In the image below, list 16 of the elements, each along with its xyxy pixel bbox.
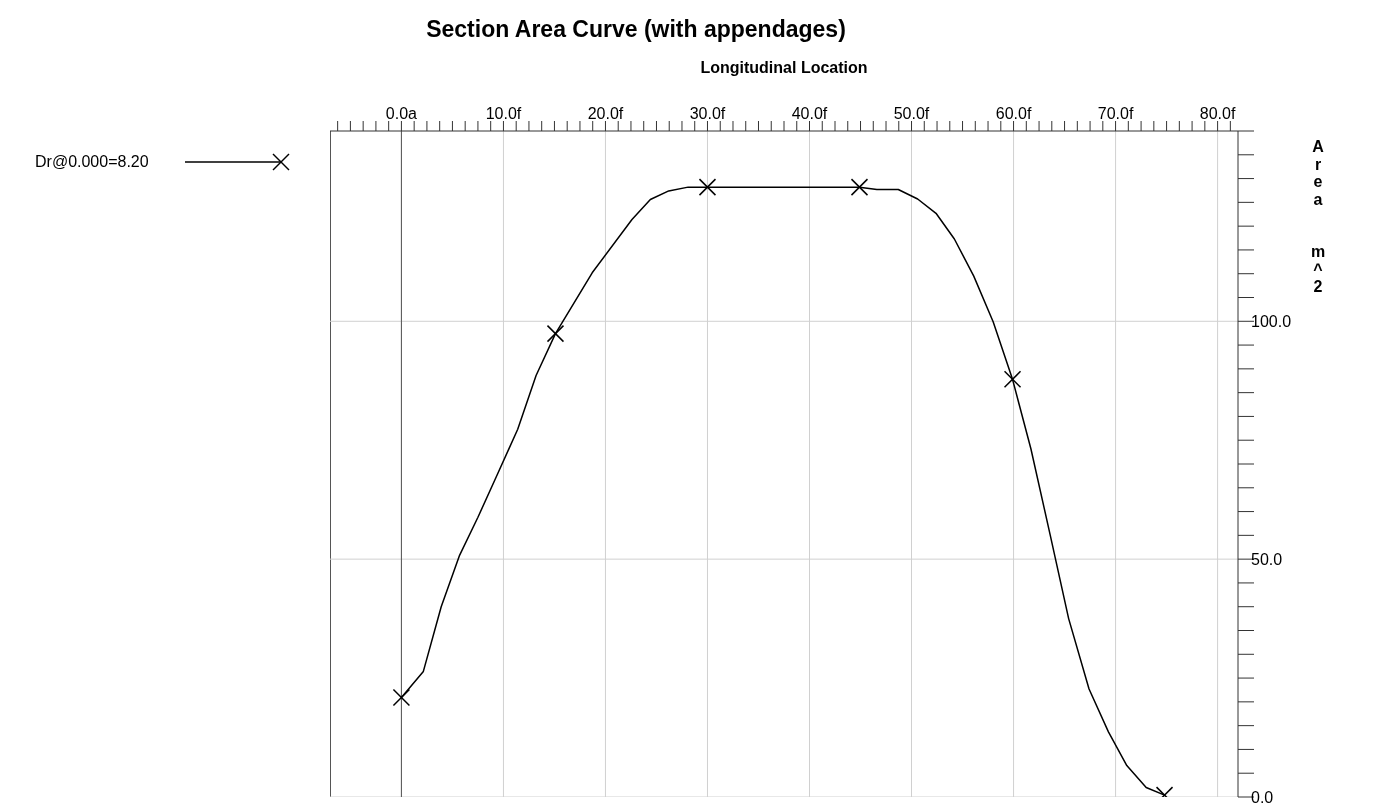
x-tick-label: 40.0f bbox=[791, 105, 828, 122]
x-tick-label: 80.0f bbox=[1199, 105, 1236, 122]
x-tick-label: 30.0f bbox=[689, 105, 726, 122]
x-tick-label: 0.0a bbox=[385, 105, 418, 122]
x-tick-label: 70.0f bbox=[1097, 105, 1134, 122]
x-tick-label: 50.0f bbox=[893, 105, 930, 122]
text: Dr@0.000=8.20 bbox=[35, 153, 150, 171]
y-tick-label: 50.0 bbox=[1251, 550, 1283, 568]
x-tick-label: 60.0f bbox=[995, 105, 1032, 122]
chart-title: Section Area Curve (with appendages) bbox=[425, 16, 847, 43]
x-tick-label: 10.0f bbox=[485, 105, 522, 122]
x-axis-title: Longitudinal Location bbox=[699, 59, 869, 77]
y-tick-label: 0.0 bbox=[1251, 788, 1274, 806]
text: Area m^2 bbox=[1310, 138, 1326, 295]
x-tick-label: 20.0f bbox=[587, 105, 624, 122]
y-tick-label: 100.0 bbox=[1251, 312, 1292, 330]
